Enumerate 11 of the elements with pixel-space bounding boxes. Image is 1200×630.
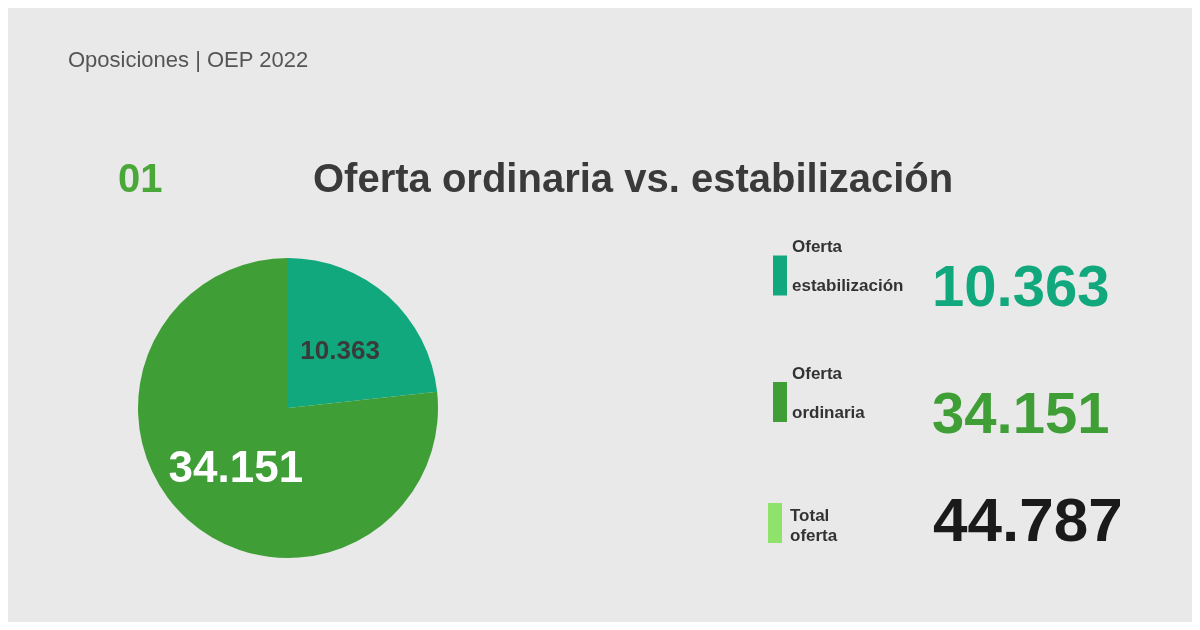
text: 44.787 bbox=[933, 484, 1123, 554]
data-label: 10.363 bbox=[300, 334, 380, 365]
legend-label: Oferta estabilización bbox=[792, 237, 904, 295]
legend-label: Oferta ordinaria bbox=[792, 363, 866, 422]
chart-title: Oferta ordinaria vs. estabilización bbox=[313, 156, 954, 200]
text: Total oferta bbox=[790, 505, 838, 545]
text: 10.363 bbox=[932, 253, 1110, 318]
text: 01 bbox=[118, 156, 163, 200]
text: 34.151 bbox=[932, 379, 1110, 445]
chart-subtitle: Oposiciones | OEP 2022 bbox=[68, 46, 309, 72]
data-label: 34.151 bbox=[168, 441, 304, 491]
